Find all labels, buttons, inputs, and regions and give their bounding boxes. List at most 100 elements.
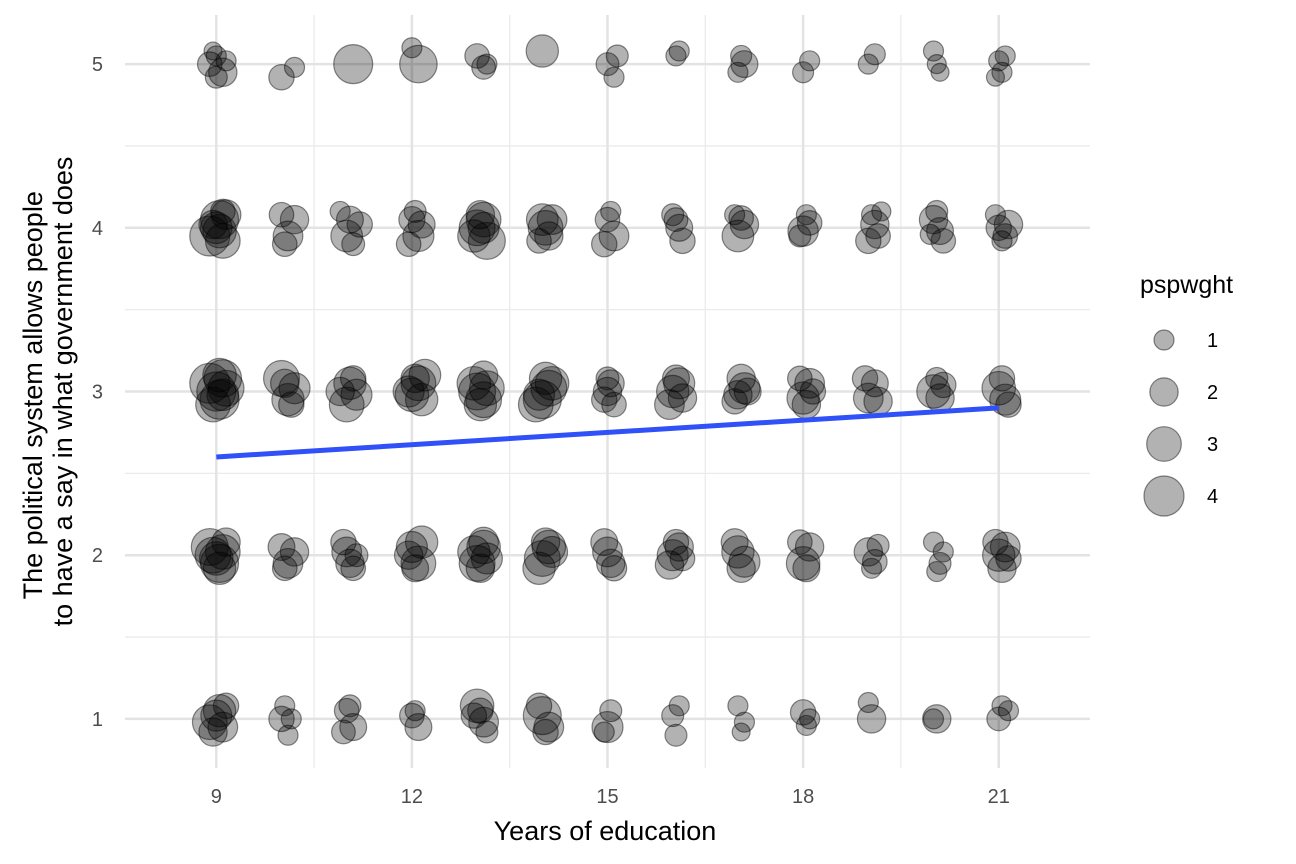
data-point (457, 219, 491, 253)
data-point (668, 695, 690, 717)
data-point (189, 215, 231, 257)
data-point (995, 545, 1022, 572)
y-axis-title: The political system allows people to ha… (18, 157, 78, 627)
data-point (860, 557, 883, 579)
data-point (190, 527, 229, 567)
data-point (727, 695, 749, 717)
data-point (207, 711, 239, 743)
data-point (997, 700, 1020, 722)
data-point (205, 45, 227, 67)
data-point (792, 554, 821, 583)
data-point (333, 44, 374, 85)
data-point (335, 205, 364, 234)
data-point (460, 702, 488, 729)
y-tick-label: 4 (92, 218, 103, 240)
data-points (189, 34, 1024, 747)
data-point (787, 215, 819, 247)
data-point (599, 699, 623, 723)
data-point (395, 530, 428, 564)
data-point (408, 358, 442, 392)
data-point (271, 231, 298, 258)
data-point (922, 704, 952, 734)
data-point (401, 554, 430, 583)
legend: pspwght 1 2 3 4 (1140, 271, 1233, 517)
data-point (274, 695, 296, 717)
data-point (398, 205, 426, 234)
data-point (335, 548, 365, 579)
data-point (605, 44, 629, 68)
data-point (601, 391, 627, 418)
x-tick-label: 21 (988, 786, 1010, 808)
data-point (661, 203, 685, 227)
data-point (339, 713, 368, 742)
data-point (522, 696, 562, 736)
data-point (262, 359, 300, 397)
data-point (733, 377, 762, 406)
data-point (404, 382, 439, 417)
data-point (330, 219, 364, 253)
data-point (467, 221, 506, 260)
data-point (333, 697, 360, 724)
data-point (466, 529, 501, 565)
data-point (726, 553, 756, 584)
data-point (341, 232, 366, 257)
data-point (794, 367, 826, 399)
data-point (458, 544, 496, 582)
data-point (788, 224, 812, 248)
y-tick-label: 5 (92, 54, 103, 76)
data-point (593, 721, 615, 743)
data-point (198, 209, 228, 240)
data-point (207, 369, 245, 407)
data-point (527, 209, 564, 246)
data-point (720, 528, 749, 557)
data-point (203, 41, 223, 61)
data-point (470, 542, 503, 575)
data-point (991, 695, 1013, 717)
data-point (536, 204, 568, 236)
data-point (988, 365, 1016, 392)
data-point (401, 37, 423, 59)
data-point (661, 704, 685, 728)
data-point (919, 223, 941, 245)
data-point (530, 527, 561, 557)
data-point (465, 201, 502, 238)
data-point (463, 387, 498, 422)
data-point (330, 528, 357, 556)
data-point (721, 388, 748, 415)
legend-key-circle (1146, 426, 1182, 462)
data-point (271, 555, 298, 582)
data-point (925, 199, 949, 223)
data-point (340, 378, 373, 411)
data-point (665, 45, 687, 67)
trend-line-group (216, 405, 999, 460)
data-point (930, 62, 950, 82)
data-point (598, 220, 630, 252)
data-point (860, 369, 889, 398)
data-point (465, 553, 496, 584)
y-axis-tick-labels: 1 2 3 4 5 (92, 54, 103, 731)
data-point (339, 365, 367, 392)
data-point (985, 214, 1012, 242)
data-point (202, 357, 237, 393)
data-point (456, 365, 492, 401)
legend-label: 3 (1207, 434, 1218, 456)
x-tick-label: 12 (401, 786, 423, 808)
data-point (471, 54, 497, 80)
data-point (196, 371, 237, 412)
data-point (459, 688, 495, 724)
data-point (663, 207, 689, 233)
data-point (407, 210, 436, 239)
data-point (331, 536, 363, 568)
data-point (860, 204, 883, 226)
data-point (328, 386, 365, 423)
data-point (283, 56, 306, 78)
data-point (344, 543, 369, 568)
data-point (723, 380, 753, 410)
y-tick-label: 3 (92, 382, 103, 404)
data-point (596, 369, 625, 398)
data-point (206, 378, 240, 412)
y-tick-label: 1 (92, 709, 103, 731)
data-point (789, 699, 817, 726)
data-point (989, 531, 1021, 563)
data-point (667, 383, 698, 413)
